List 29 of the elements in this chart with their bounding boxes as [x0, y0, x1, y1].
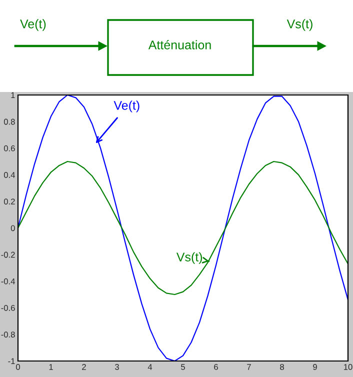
x-tick-label: 8: [280, 364, 284, 370]
annotation: Ve(t): [114, 100, 140, 112]
x-tick-label: 4: [148, 364, 152, 370]
y-tick-label: 0: [10, 225, 15, 232]
x-tick-label: 5: [181, 364, 185, 370]
y-tick-label: -0.2: [1, 252, 15, 258]
x-tick-label: 3: [115, 364, 119, 370]
x-tick-label: 10: [344, 364, 352, 370]
line-series: [18, 160, 348, 296]
annotation: Vs(t): [176, 252, 202, 264]
x-tick-label: 7: [247, 364, 251, 370]
text: Vs(t): [286, 19, 312, 31]
y-tick-label: 0.6: [4, 145, 15, 152]
y-tick-label: -0.4: [1, 278, 15, 284]
y-tick-label: 0.4: [4, 172, 15, 178]
text: Atténuation: [148, 40, 211, 50]
y-tick-label: -0.6: [1, 305, 15, 311]
x-tick-label: 2: [82, 364, 86, 370]
line-series: [18, 95, 348, 361]
y-tick-label: 0.8: [4, 118, 15, 125]
x-tick-label: 9: [313, 364, 317, 370]
x-tick-label: 1: [49, 364, 53, 370]
x-tick-label: 0: [16, 364, 20, 370]
y-tick-label: -0.8: [1, 332, 15, 338]
y-tick-label: 1: [11, 92, 15, 98]
y-tick-label: 0.2: [4, 198, 15, 204]
x-tick-label: 6: [214, 364, 218, 370]
text: Ve(t): [20, 19, 46, 31]
y-tick-label: -1: [8, 358, 15, 364]
